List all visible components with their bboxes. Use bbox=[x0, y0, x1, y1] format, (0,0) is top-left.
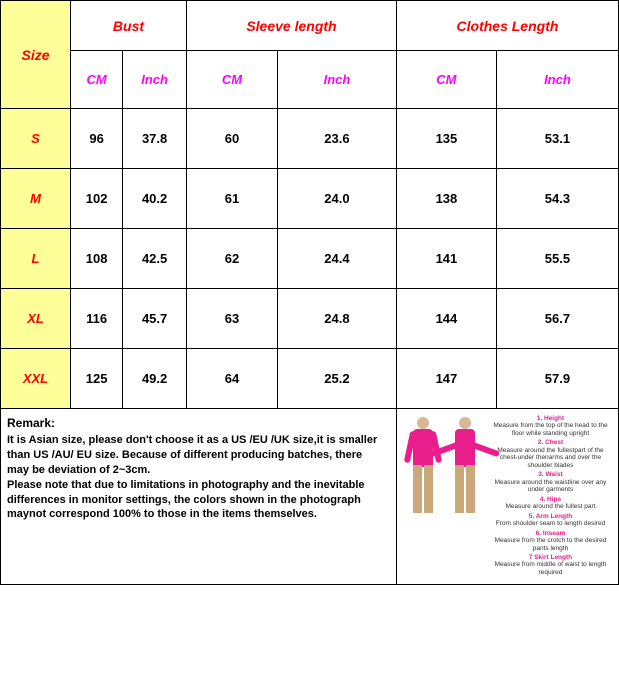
data-cell: 57.9 bbox=[496, 349, 618, 409]
measure-name: Arm Length bbox=[536, 513, 572, 520]
table-row: XL11645.76324.814456.7 bbox=[1, 289, 619, 349]
measure-desc: From shoulder seam to length desired bbox=[489, 520, 612, 527]
figure-back-icon bbox=[445, 415, 485, 515]
data-cell: 141 bbox=[396, 229, 496, 289]
size-label: S bbox=[1, 109, 71, 169]
unit-header: Inch bbox=[123, 51, 187, 109]
measure-name: Chest bbox=[545, 439, 563, 446]
data-cell: 64 bbox=[186, 349, 277, 409]
header-row-groups: Size Bust Sleeve length Clothes Length bbox=[1, 1, 619, 51]
measure-num: 5. bbox=[529, 513, 536, 520]
measure-desc: Measure from the crotch to the desired p… bbox=[489, 537, 612, 552]
data-cell: 55.5 bbox=[496, 229, 618, 289]
measure-desc: Measure around the fullestpart of the ch… bbox=[489, 447, 612, 469]
table-row: XXL12549.26425.214757.9 bbox=[1, 349, 619, 409]
measure-desc: Measure around the waistline over any un… bbox=[489, 479, 612, 494]
data-cell: 25.2 bbox=[277, 349, 396, 409]
measurement-item: 1. HeightMeasure from the top of the hea… bbox=[489, 415, 612, 437]
size-chart-table: Size Bust Sleeve length Clothes Length C… bbox=[0, 0, 619, 585]
measure-num: 2. bbox=[538, 439, 545, 446]
data-cell: 125 bbox=[71, 349, 123, 409]
data-cell: 56.7 bbox=[496, 289, 618, 349]
data-cell: 63 bbox=[186, 289, 277, 349]
measurement-item: 7 Skirt LengthMeasure from middle of wai… bbox=[489, 554, 612, 576]
measure-name: Waist bbox=[546, 471, 563, 478]
data-cell: 135 bbox=[396, 109, 496, 169]
body-figures bbox=[403, 415, 485, 578]
measurement-diagram-cell: 1. HeightMeasure from the top of the hea… bbox=[396, 409, 618, 585]
measure-desc: Measure from middle of waist to length r… bbox=[489, 561, 612, 576]
size-label: L bbox=[1, 229, 71, 289]
data-cell: 138 bbox=[396, 169, 496, 229]
table-row: M10240.26124.013854.3 bbox=[1, 169, 619, 229]
measurement-item: 4. HipsMeasure around the fullest part bbox=[489, 496, 612, 511]
measure-desc: Measure from the top of the head to the … bbox=[489, 422, 612, 437]
data-cell: 37.8 bbox=[123, 109, 187, 169]
measure-name: Inseam bbox=[543, 530, 565, 537]
data-cell: 144 bbox=[396, 289, 496, 349]
data-cell: 54.3 bbox=[496, 169, 618, 229]
unit-header: CM bbox=[396, 51, 496, 109]
measurement-item: 5. Arm LengthFrom shoulder seam to lengt… bbox=[489, 513, 612, 528]
data-cell: 23.6 bbox=[277, 109, 396, 169]
size-header: Size bbox=[1, 1, 71, 109]
remark-row: Remark: It is Asian size, please don't c… bbox=[1, 409, 619, 585]
data-cell: 45.7 bbox=[123, 289, 187, 349]
data-cell: 96 bbox=[71, 109, 123, 169]
data-cell: 24.0 bbox=[277, 169, 396, 229]
remark-title: Remark: bbox=[7, 415, 387, 431]
group-header-bust: Bust bbox=[71, 1, 187, 51]
unit-header: Inch bbox=[277, 51, 396, 109]
measurement-item: 6. InseamMeasure from the crotch to the … bbox=[489, 530, 612, 552]
unit-header: Inch bbox=[496, 51, 618, 109]
table-row: S9637.86023.613553.1 bbox=[1, 109, 619, 169]
group-header-sleeve: Sleeve length bbox=[186, 1, 396, 51]
measure-num: 4. bbox=[540, 496, 547, 503]
measure-name: Height bbox=[544, 415, 564, 422]
data-cell: 108 bbox=[71, 229, 123, 289]
measurement-item: 3. WaistMeasure around the waistline ove… bbox=[489, 471, 612, 493]
data-cell: 24.4 bbox=[277, 229, 396, 289]
measure-desc: Measure around the fullest part bbox=[489, 503, 612, 510]
data-cell: 62 bbox=[186, 229, 277, 289]
measure-num: 1. bbox=[537, 415, 544, 422]
measure-num: 6. bbox=[536, 530, 543, 537]
data-cell: 61 bbox=[186, 169, 277, 229]
group-header-length: Clothes Length bbox=[396, 1, 618, 51]
measure-name: Hips bbox=[547, 496, 561, 503]
header-row-units: CM Inch CM Inch CM Inch bbox=[1, 51, 619, 109]
size-label: XL bbox=[1, 289, 71, 349]
data-cell: 42.5 bbox=[123, 229, 187, 289]
data-cell: 102 bbox=[71, 169, 123, 229]
remark-cell: Remark: It is Asian size, please don't c… bbox=[1, 409, 397, 585]
data-cell: 53.1 bbox=[496, 109, 618, 169]
data-cell: 24.8 bbox=[277, 289, 396, 349]
unit-header: CM bbox=[186, 51, 277, 109]
data-cell: 40.2 bbox=[123, 169, 187, 229]
unit-header: CM bbox=[71, 51, 123, 109]
remark-body: It is Asian size, please don't choose it… bbox=[7, 433, 387, 522]
size-label: XXL bbox=[1, 349, 71, 409]
measure-num: 3. bbox=[538, 471, 545, 478]
figure-front-icon bbox=[403, 415, 443, 515]
measurement-list: 1. HeightMeasure from the top of the hea… bbox=[489, 415, 612, 578]
size-label: M bbox=[1, 169, 71, 229]
table-row: L10842.56224.414155.5 bbox=[1, 229, 619, 289]
data-cell: 116 bbox=[71, 289, 123, 349]
data-cell: 60 bbox=[186, 109, 277, 169]
data-cell: 147 bbox=[396, 349, 496, 409]
measurement-item: 2. ChestMeasure around the fullestpart o… bbox=[489, 439, 612, 469]
measure-name: Skirt Length bbox=[534, 554, 572, 561]
data-cell: 49.2 bbox=[123, 349, 187, 409]
